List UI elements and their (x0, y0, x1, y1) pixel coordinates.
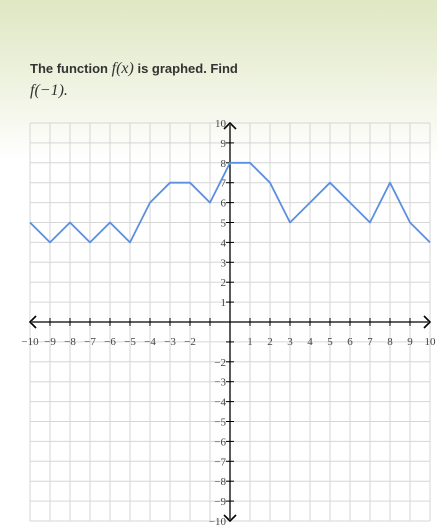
x-tick-label: −10 (21, 336, 39, 348)
x-tick-label: −2 (184, 336, 196, 348)
x-tick-label: −7 (84, 336, 96, 348)
x-tick-label: −9 (44, 336, 56, 348)
x-tick-label: 1 (247, 336, 253, 348)
x-tick-label: 5 (327, 336, 333, 348)
y-tick-label: −9 (214, 496, 226, 508)
x-tick-label: 2 (267, 336, 273, 348)
y-tick-label: −8 (214, 476, 226, 488)
y-tick-label: 1 (221, 297, 227, 309)
y-tick-label: −2 (214, 357, 226, 369)
x-tick-label: −6 (104, 336, 116, 348)
y-tick-label: 5 (221, 218, 227, 230)
x-tick-label: −8 (64, 336, 76, 348)
y-tick-label: −10 (209, 516, 227, 528)
y-tick-label: −6 (214, 436, 226, 448)
y-tick-label: 9 (221, 138, 227, 150)
x-tick-label: 9 (407, 336, 413, 348)
x-tick-label: 10 (425, 336, 437, 348)
x-tick-label: 6 (347, 336, 353, 348)
y-tick-label: 6 (221, 198, 227, 210)
x-tick-label: −4 (144, 336, 156, 348)
y-tick-label: 8 (221, 158, 227, 170)
y-tick-label: 10 (215, 118, 227, 130)
x-tick-label: 7 (367, 336, 373, 348)
x-tick-label: 8 (387, 336, 393, 348)
y-tick-label: −4 (214, 397, 226, 409)
x-tick-label: −5 (124, 336, 136, 348)
y-tick-label: 4 (221, 237, 227, 249)
y-tick-label: −3 (214, 377, 226, 389)
y-tick-label: 2 (221, 277, 227, 289)
y-tick-label: −5 (214, 417, 226, 429)
x-tick-label: 4 (307, 336, 313, 348)
x-tick-label: 3 (287, 336, 293, 348)
y-tick-label: −7 (214, 456, 226, 468)
x-tick-label: −3 (164, 336, 176, 348)
y-tick-label: 3 (221, 257, 227, 269)
